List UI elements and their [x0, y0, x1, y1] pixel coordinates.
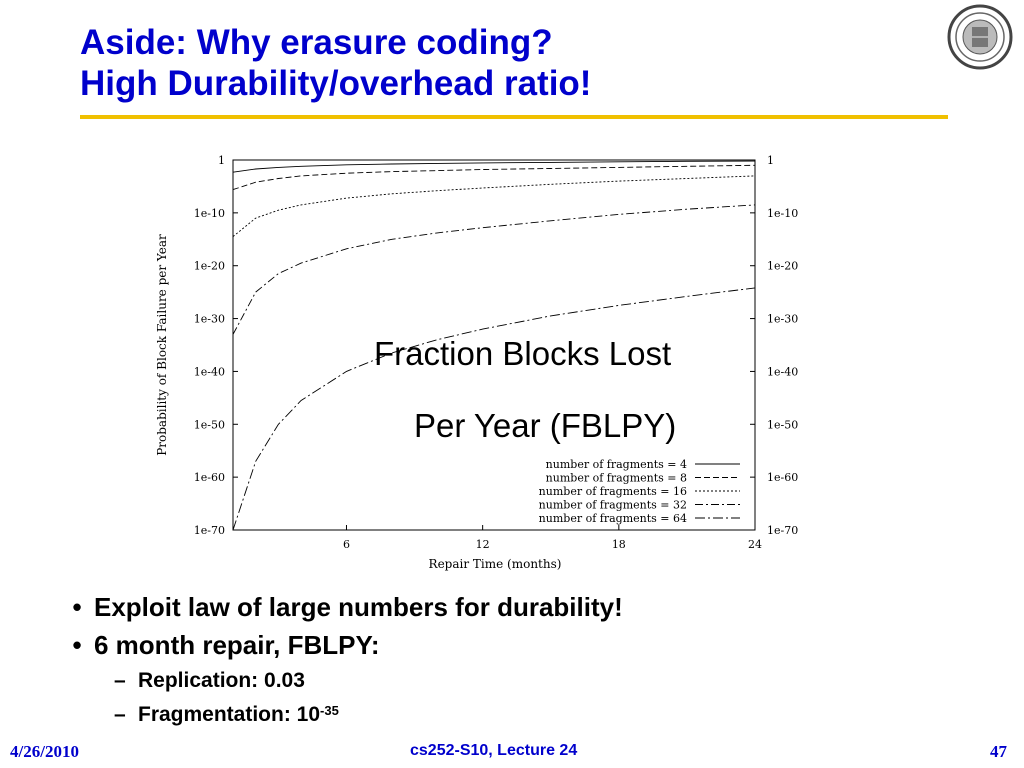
- series-line: [232, 175, 756, 237]
- bullet-item: • 6 month repair, FBLPY:: [60, 626, 960, 664]
- series-lines: [232, 160, 756, 531]
- x-axis-label: Repair Time (months): [429, 557, 562, 571]
- legend-label: number of fragments = 4: [546, 458, 687, 471]
- bullet-marker: •: [72, 592, 82, 622]
- sub-bullet-marker: –: [114, 703, 126, 726]
- y-tick-label-left: 1e-50: [194, 418, 225, 431]
- sub-bullet-item: – Fragmentation: 10-35: [60, 698, 960, 732]
- title-line-1: Aside: Why erasure coding?: [80, 23, 553, 62]
- x-tick-label: 12: [476, 538, 490, 551]
- footer-course: cs252-S10, Lecture 24: [410, 742, 578, 759]
- x-tick-label: 6: [343, 538, 350, 551]
- plot-frame: [232, 159, 756, 531]
- legend-label: number of fragments = 64: [539, 512, 687, 525]
- university-seal-icon: [947, 4, 1013, 70]
- x-tick-label: 24: [748, 538, 762, 551]
- series-line: [232, 164, 756, 191]
- x-tick-label: 18: [612, 538, 626, 551]
- y-tick-label-right: 1e-10: [767, 207, 798, 220]
- y-tick-label-left: 1e-70: [194, 524, 225, 537]
- title-line-2: High Durability/overhead ratio!: [80, 64, 592, 103]
- y-tick-label-left: 1e-60: [194, 471, 225, 484]
- bullet-text: 6 month repair, FBLPY:: [94, 630, 380, 660]
- y-tick-label-left: 1e-30: [194, 313, 225, 326]
- exponent: -35: [320, 703, 339, 718]
- y-tick-label-right: 1e-40: [767, 365, 798, 378]
- y-tick-label-right: 1e-20: [767, 260, 798, 273]
- sub-bullet-item: – Replication: 0.03: [60, 664, 960, 698]
- y-tick-label-right: 1: [767, 154, 774, 167]
- x-ticks: 6 12 18 24: [343, 525, 762, 551]
- legend-label: number of fragments = 32: [539, 499, 687, 512]
- legend-label: number of fragments = 16: [539, 485, 687, 498]
- y-tick-label-right: 1e-30: [767, 313, 798, 326]
- footer-page-number: 47: [990, 742, 1007, 761]
- bullet-text: Exploit law of large numbers for durabil…: [94, 592, 623, 622]
- y-ticks: 1 1 1e-10 1e-10 1e-20 1e-20 1e-30 1e-30 1e-40 1e-…: [194, 154, 798, 537]
- bullet-marker: •: [72, 630, 82, 660]
- y-axis-label: Probability of Block Failure per Year: [155, 234, 169, 456]
- bullet-list: • Exploit law of large numbers for durab…: [60, 588, 960, 732]
- fblpy-caption-line-1: Fraction Blocks Lost: [374, 335, 672, 372]
- y-tick-label-left: 1e-20: [194, 260, 225, 273]
- y-tick-label-right: 1e-60: [767, 471, 798, 484]
- y-tick-label-left: 1e-10: [194, 207, 225, 220]
- fragmentation-label: Fragmentation: 10: [138, 703, 321, 726]
- sub-bullet-marker: –: [114, 669, 126, 692]
- footer-date: 4/26/2010: [10, 742, 79, 761]
- series-line: [232, 204, 756, 335]
- y-tick-label-right: 1e-50: [767, 418, 798, 431]
- durability-chart: 1 1 1e-10 1e-10 1e-20 1e-20 1e-30 1e-30 1e-40 1e-…: [155, 154, 798, 571]
- y-tick-label-right: 1e-70: [767, 524, 798, 537]
- series-line: [232, 287, 756, 531]
- series-line: [232, 160, 756, 173]
- sub-bullet-text: Fragmentation: 10-35: [138, 698, 339, 732]
- legend-label: number of fragments = 8: [546, 472, 687, 485]
- y-tick-label-left: 1e-40: [194, 365, 225, 378]
- bullet-item: • Exploit law of large numbers for durab…: [60, 588, 960, 626]
- slide-title: Aside: Why erasure coding? High Durabili…: [80, 22, 940, 104]
- title-underline: [80, 115, 948, 119]
- fblpy-caption-line-2: Per Year (FBLPY): [414, 407, 677, 444]
- sub-bullet-text: Replication: 0.03: [138, 669, 305, 692]
- y-tick-label-left: 1: [218, 154, 225, 167]
